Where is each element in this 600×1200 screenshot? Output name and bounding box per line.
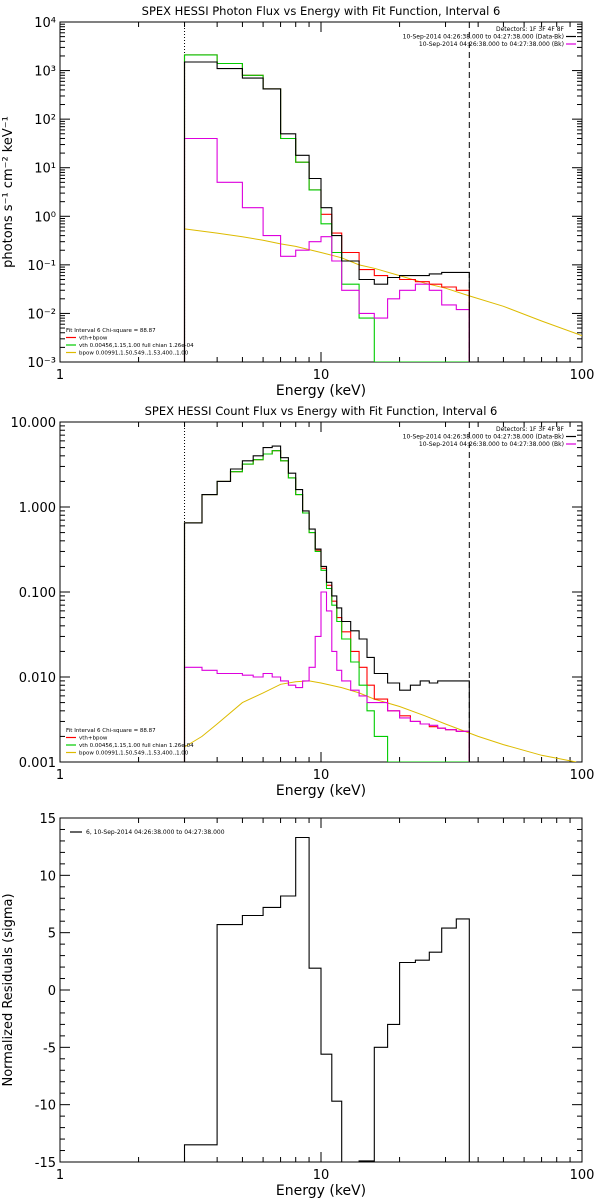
series-vth-step [183,54,470,362]
x-tick-label: 100 [570,368,595,383]
series-residual-step [183,836,470,1162]
plot-area [183,22,582,362]
y-tick-label: 10¹ [34,162,56,177]
x-tick-label: 10 [313,368,330,383]
legend-bl-entry: bpow 0.00991,1.50,549.,1.53,400.,1.00 [79,351,189,357]
x-axis-label: Energy (keV) [276,1183,366,1199]
legend-bl-entry: vth+bpow [79,736,108,742]
legend-bl-entry: Fit Interval 6 Chi-square = 88.87 [66,728,156,734]
y-tick-label: 0.010 [19,671,56,686]
y-tick-label: -5 [43,1041,56,1056]
plot-area [183,836,470,1162]
y-tick-label: 10³ [34,65,56,80]
legend-entry: 6, 10-Sep-2014 04:26:38.000 to 04:27:38.… [86,829,225,836]
y-tick-label: 0.001 [19,756,56,771]
y-tick-label: 10⁻¹ [27,259,56,274]
x-axis-label: Energy (keV) [276,783,366,799]
legend-tr-entry: 10-Sep-2014 04:26:38.000 to 04:27:38.000… [403,434,564,441]
series-bk-step [183,137,470,362]
series-data-bk-step [183,445,470,762]
x-tick-label: 10 [313,768,330,783]
x-tick-label: 10 [313,1168,330,1183]
y-tick-label: -10 [35,1099,56,1114]
y-axis-label: photons s⁻¹ cm⁻² keV⁻¹ [1,116,16,268]
count-flux-panel: SPEX HESSI Count Flux vs Energy with Fit… [11,404,595,799]
legend-bl-entry: bpow 0.00991,1.50,549.,1.53,400.,1.00 [79,751,189,757]
x-tick-label: 100 [570,1168,595,1183]
y-tick-label: -15 [35,1156,56,1171]
y-tick-label: 1.000 [19,501,56,516]
x-tick-label: 1 [56,368,64,383]
y-tick-label: 5 [48,927,56,942]
legend-tr-entry: 10-Sep-2014 04:26:38.000 to 04:27:38.000… [419,41,564,48]
series-bpow-line [184,228,582,337]
residuals-panel: 1 10 100 Energy (keV) -15 -10 -5 0 5 10 15 Normaliz… [1,812,594,1199]
y-tick-label: 10⁻³ [27,356,56,371]
y-tick-label: 10⁴ [34,16,56,31]
x-tick-label: 100 [570,768,595,783]
y-tick-label: 10⁻² [27,307,56,322]
series-bk-step [183,591,470,762]
y-tick-label: 10² [34,113,56,128]
y-axis-label: Normalized Residuals (sigma) [1,893,16,1086]
legend-tr-entry: 10-Sep-2014 04:26:38.000 to 04:27:38.000… [403,34,564,41]
chart-title: SPEX HESSI Count Flux vs Energy with Fit… [145,404,498,418]
y-tick-label: 0.100 [19,586,56,601]
legend-tr-entry: 10-Sep-2014 04:26:38.000 to 04:27:38.000… [419,441,564,448]
legend-bl-entry: vth+bpow [79,336,108,342]
y-tick-label: 10 [39,869,56,884]
series-data-bk-step [183,61,470,362]
x-axis-label: Energy (keV) [276,383,366,399]
photon-flux-panel: SPEX HESSI Photon Flux vs Energy with Fi… [1,4,594,399]
legend-tr-entry: Detectors: 1F 3F 4F 8F [496,26,565,33]
y-tick-label: 10⁰ [34,210,56,225]
legend-bl-entry: Fit Interval 6 Chi-square = 88.87 [66,328,156,334]
legend-tr-entry: Detectors: 1F 3F 4F 8F [496,426,565,433]
y-tick-label: 10.000 [11,416,57,431]
legend-bl-entry: vth 0.00456,1.15,1.00 full chian 1.26e-0… [79,743,194,749]
x-tick-label: 1 [56,1168,64,1183]
legend-bl-entry: vth 0.00456,1.15,1.00 full chian 1.26e-0… [79,343,194,349]
series-bpow-line [184,680,577,762]
chart-title: SPEX HESSI Photon Flux vs Energy with Fi… [142,4,501,18]
plot-area [183,422,577,762]
series-vth-bpow-step [183,54,470,362]
y-tick-label: 15 [39,812,56,827]
y-tick-label: 0 [48,984,56,999]
x-tick-label: 1 [56,768,64,783]
